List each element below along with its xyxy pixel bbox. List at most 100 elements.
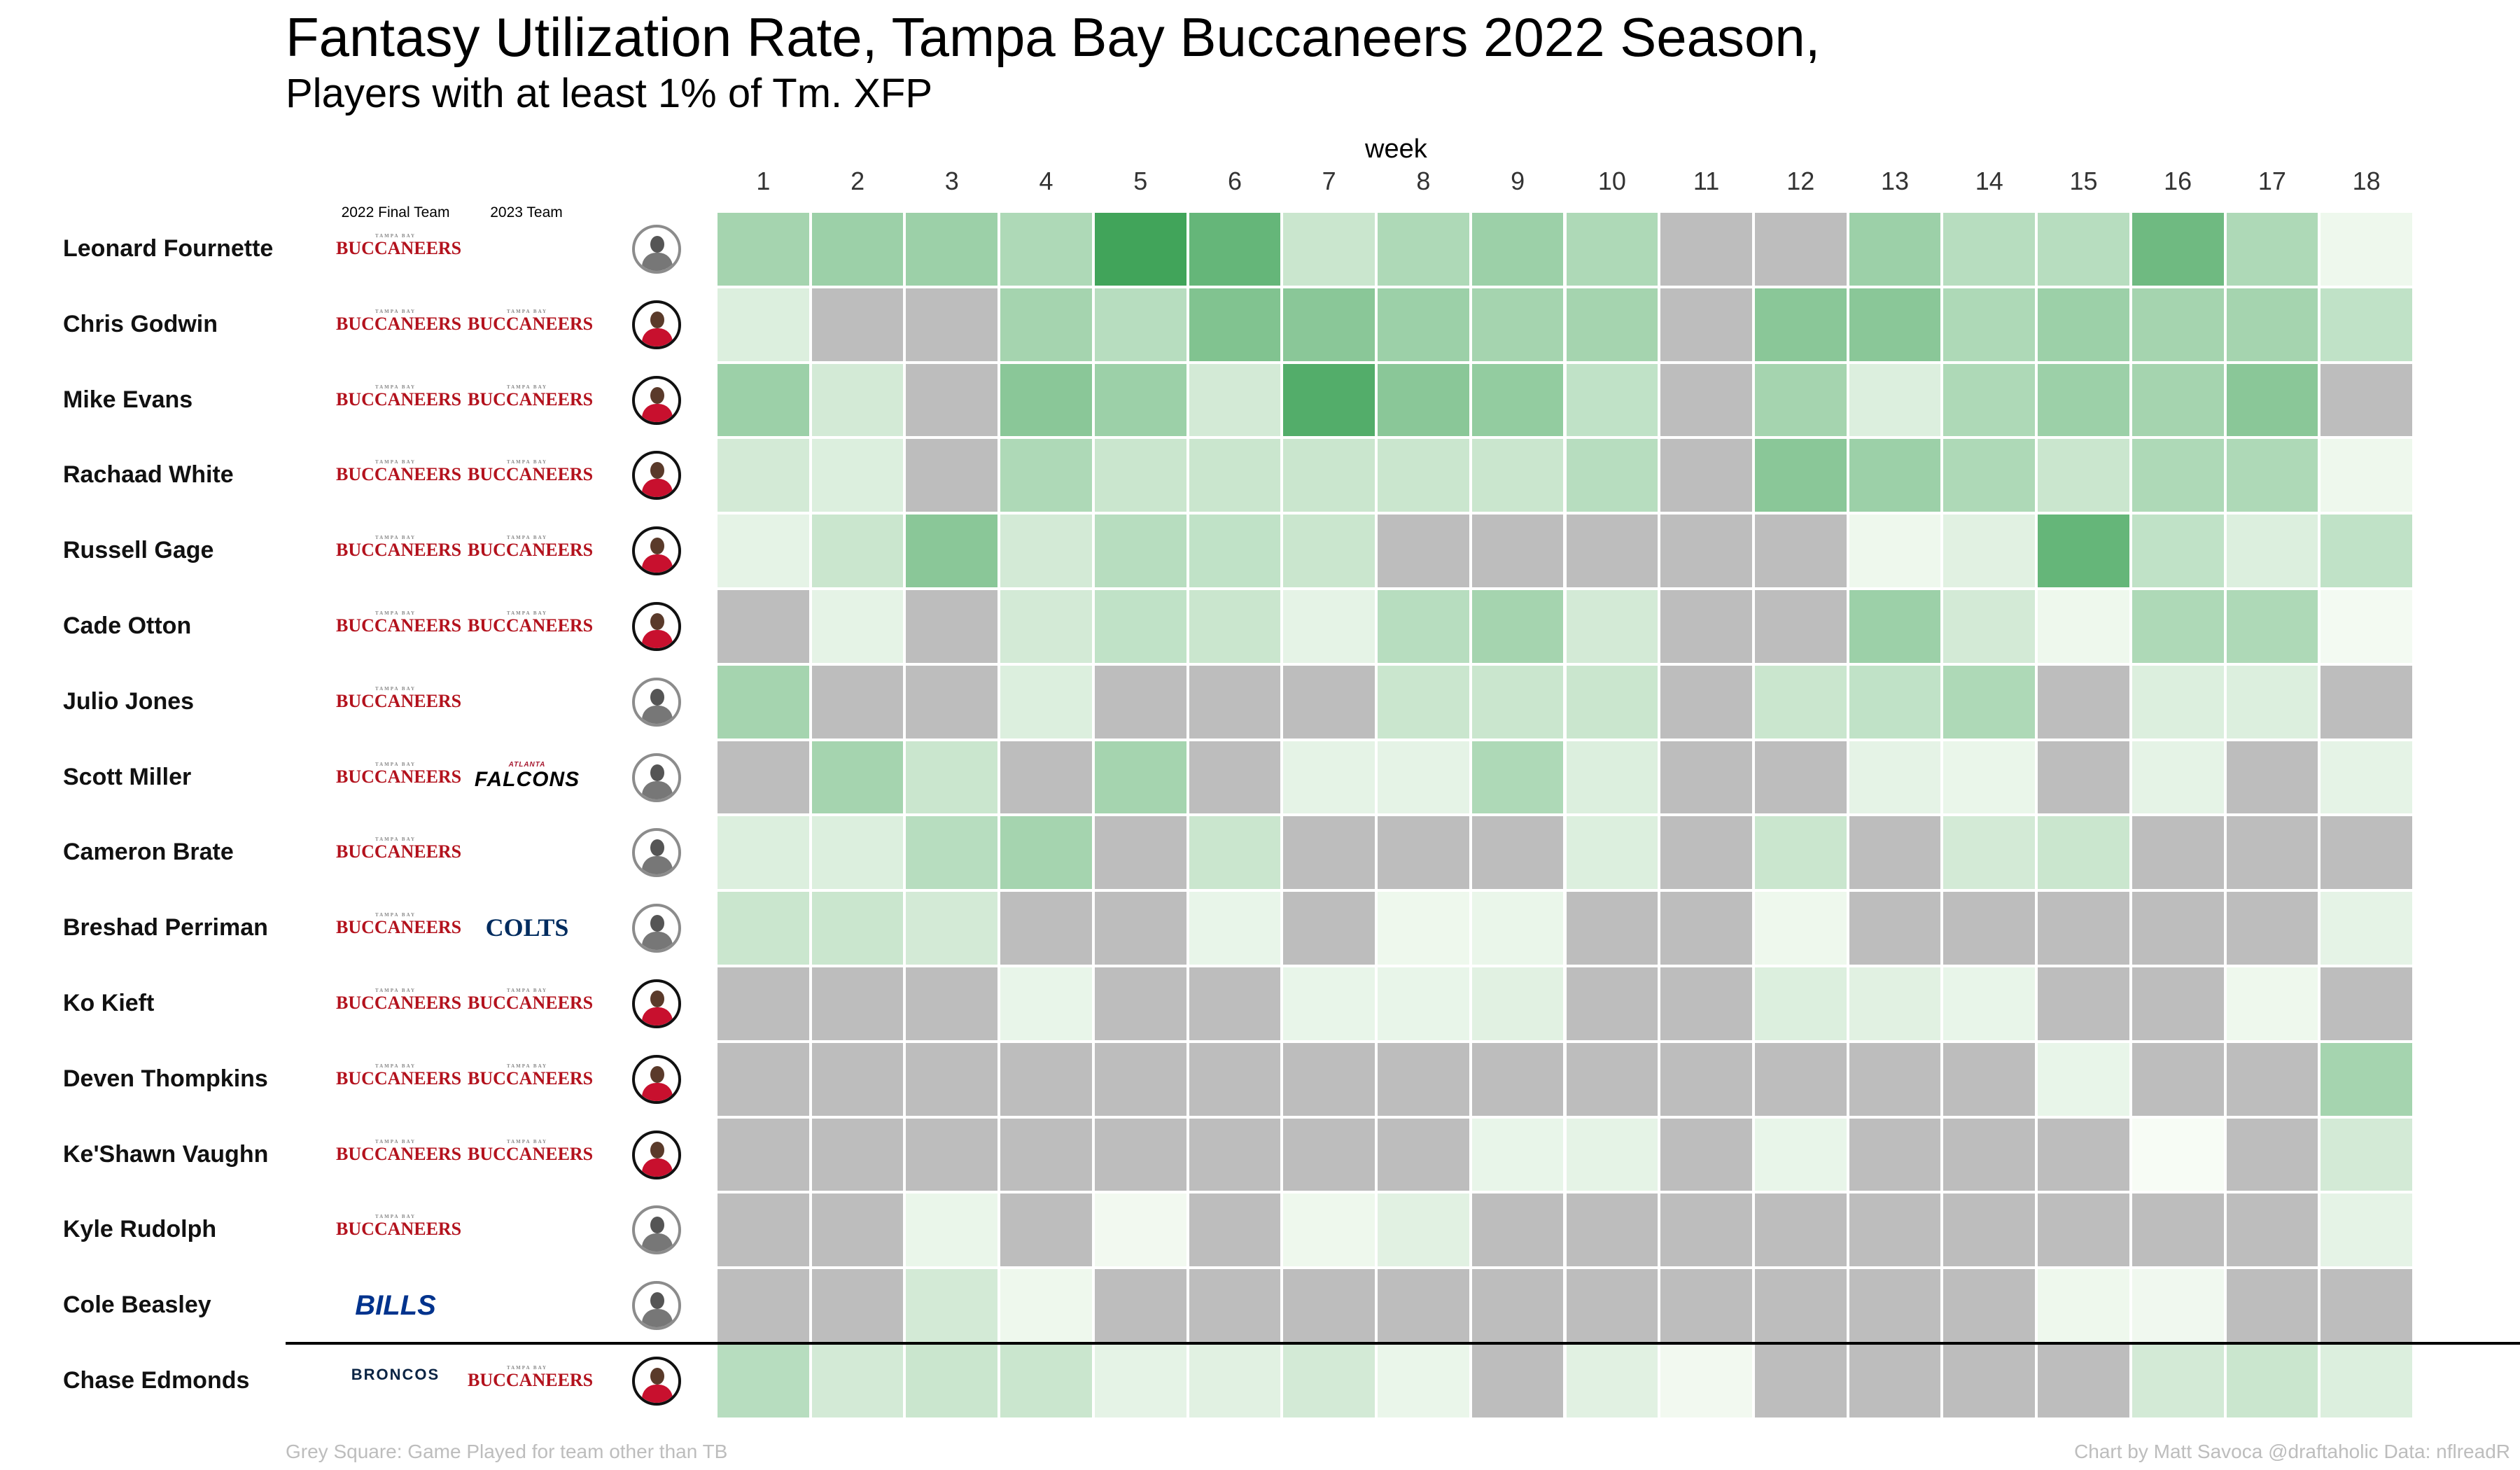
heatmap-cell	[1942, 664, 2037, 740]
heatmap-cell	[1282, 966, 1377, 1042]
heatmap-cell	[1942, 815, 2037, 891]
avatar-body-shape	[642, 479, 673, 498]
heatmap-cell	[1564, 211, 1660, 287]
heatmap-cell	[1753, 815, 1848, 891]
heatmap-cell	[1187, 589, 1282, 664]
week-tick-label: 13	[1880, 167, 1910, 195]
avatar-body-shape	[642, 554, 673, 573]
buccaneers-logo: BUCCANEERS	[336, 687, 461, 712]
heatmap-cell	[810, 589, 905, 664]
heatmap-cell	[2225, 664, 2320, 740]
buccaneers-logo: BUCCANEERS	[468, 385, 593, 410]
heatmap-cell	[2036, 438, 2131, 514]
heatmap-cell	[1753, 513, 1848, 589]
heatmap-cell	[810, 1192, 905, 1268]
heatmap-cell	[1093, 1041, 1188, 1117]
heatmap-cell	[1942, 890, 2037, 966]
player-name: Russell Gage	[63, 537, 214, 564]
heatmap-cell	[1093, 513, 1188, 589]
heatmap-cell	[2036, 211, 2131, 287]
heatmap-cell	[1187, 1268, 1282, 1343]
separator-line	[286, 1342, 2520, 1345]
heatmap-cell	[1093, 589, 1188, 664]
heatmap-cell	[904, 815, 1000, 891]
heatmap-cell	[2319, 589, 2414, 664]
heatmap-cell	[1659, 1192, 1754, 1268]
heatmap-cell	[2130, 966, 2225, 1042]
heatmap-cell	[716, 589, 811, 664]
heatmap-cell	[1282, 739, 1377, 816]
heatmap-cell	[999, 890, 1093, 966]
heatmap-cell	[904, 589, 1000, 664]
heatmap-cell	[1847, 1192, 1942, 1268]
heatmap-cell	[1847, 1268, 1942, 1343]
heatmap-cell	[1847, 815, 1942, 891]
buccaneers-logo: BUCCANEERS	[468, 460, 593, 485]
player-headshot-avatar	[632, 300, 681, 349]
final-team-header: 2022 Final Team	[341, 204, 450, 220]
week-tick-label: 1	[756, 167, 771, 195]
player-headshot-avatar	[632, 1356, 681, 1406]
heatmap-cell	[1942, 286, 2037, 363]
heatmap-cell	[2130, 438, 2225, 514]
heatmap-cell	[904, 966, 1000, 1042]
week-tick-label: 10	[1597, 167, 1626, 195]
colts-logo: COLTS	[485, 913, 569, 942]
heatmap-cell	[716, 1268, 811, 1343]
heatmap-cell	[999, 966, 1093, 1042]
heatmap-cell	[2225, 1116, 2320, 1193]
player-name: Cole Beasley	[63, 1292, 211, 1319]
heatmap-cell	[2225, 1041, 2320, 1117]
week-tick-label: 8	[1416, 167, 1431, 195]
heatmap-cell	[2036, 1116, 2131, 1193]
heatmap-cell	[716, 513, 811, 589]
heatmap-cell	[1093, 1268, 1188, 1343]
week-tick-label: 2	[850, 167, 865, 195]
heatmap-cell	[1282, 890, 1377, 966]
buccaneers-logo: BUCCANEERS	[468, 611, 593, 636]
heatmap-cell	[2036, 589, 2131, 664]
heatmap-cell	[2319, 362, 2414, 438]
heatmap-cell	[1847, 211, 1942, 287]
heatmap-cell	[1282, 815, 1377, 891]
avatar-head-shape	[650, 386, 664, 404]
heatmap-cell	[1564, 739, 1660, 816]
heatmap-cell	[1093, 890, 1188, 966]
heatmap-cell	[810, 1116, 905, 1193]
buccaneers-logo: BUCCANEERS	[336, 1140, 461, 1165]
player-headshot-avatar	[632, 1130, 681, 1180]
heatmap-cell	[1093, 438, 1188, 514]
heatmap-cell	[1376, 286, 1471, 363]
heatmap-cell	[1282, 211, 1377, 287]
heatmap-cell	[1470, 211, 1565, 287]
heatmap-cell	[2319, 815, 2414, 891]
heatmap-cell	[999, 589, 1093, 664]
avatar-head-shape	[650, 1292, 664, 1310]
heatmap-cell	[1470, 1268, 1565, 1343]
heatmap-cell	[1659, 664, 1754, 740]
heatmap-cell	[2319, 664, 2414, 740]
heatmap-cell	[2036, 362, 2131, 438]
heatmap-cell	[2130, 890, 2225, 966]
week-tick-label: 4	[1039, 167, 1054, 195]
avatar-head-shape	[650, 990, 664, 1007]
player-headshot-avatar	[632, 224, 681, 274]
week-tick-label: 5	[1133, 167, 1148, 195]
heatmap-cell	[1847, 664, 1942, 740]
heatmap-cell	[2225, 1268, 2320, 1343]
heatmap-cell	[1942, 739, 2037, 816]
player-name: Cade Otton	[63, 612, 192, 639]
heatmap-cell	[1847, 1041, 1942, 1117]
heatmap-cell	[999, 739, 1093, 816]
player-headshot-avatar	[632, 979, 681, 1028]
heatmap-cell	[2130, 362, 2225, 438]
heatmap-cell	[2036, 664, 2131, 740]
week-tick-label: 12	[1786, 167, 1815, 195]
heatmap-cell	[1847, 966, 1942, 1042]
avatar-body-shape	[642, 1233, 673, 1252]
heatmap-cell	[1753, 438, 1848, 514]
heatmap-cell	[1470, 739, 1565, 816]
heatmap-cell	[2036, 1268, 2131, 1343]
player-headshot-avatar	[632, 451, 681, 500]
heatmap-cell	[1376, 815, 1471, 891]
